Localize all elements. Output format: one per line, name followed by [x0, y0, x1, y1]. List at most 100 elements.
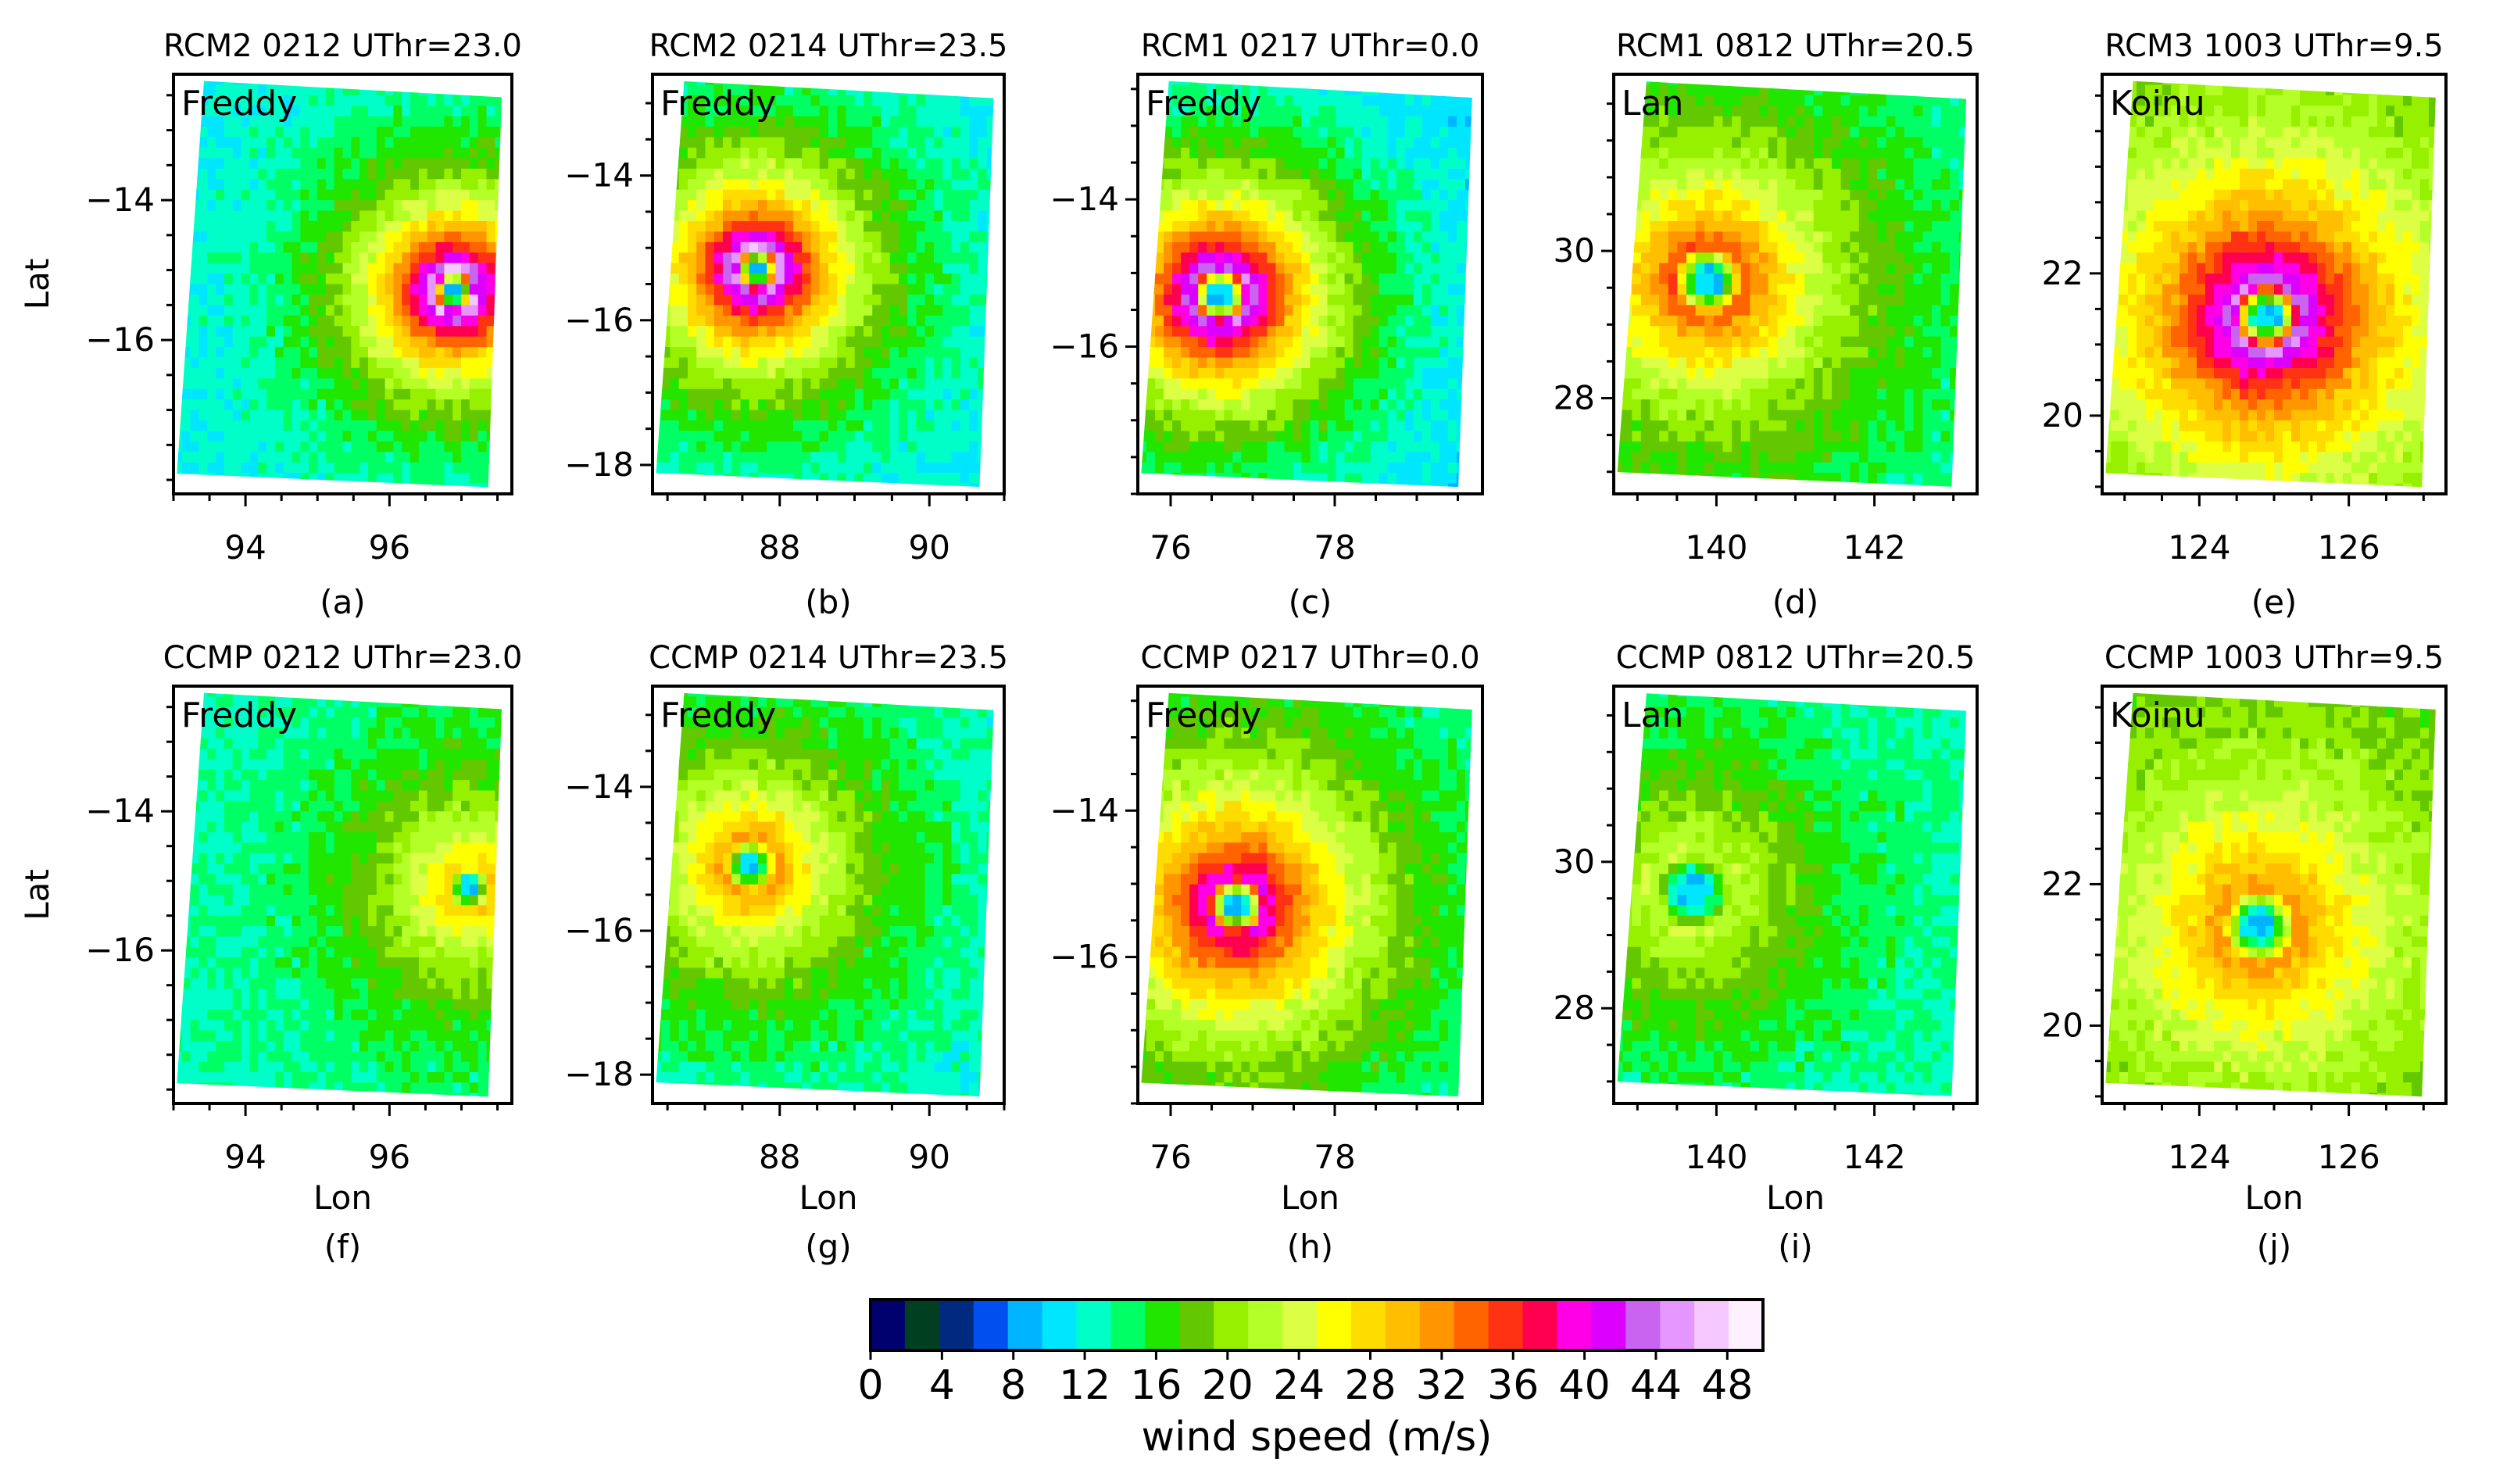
wind-cell	[942, 294, 953, 306]
wind-cell	[266, 252, 276, 264]
wind-cell	[696, 326, 706, 338]
wind-cell	[1275, 95, 1286, 106]
wind-cell	[767, 95, 777, 106]
wind-cell	[1172, 147, 1182, 159]
wind-cell	[661, 347, 671, 359]
wind-cell	[1353, 274, 1363, 285]
wind-cell	[266, 399, 276, 411]
wind-cell	[232, 420, 242, 432]
wind-cell	[1241, 105, 1250, 117]
wind-cell	[864, 274, 873, 285]
wind-cell	[775, 95, 785, 106]
wind-cell	[1379, 189, 1389, 201]
wind-cell	[427, 220, 437, 232]
wind-cell	[802, 473, 812, 485]
wind-cell	[758, 95, 767, 106]
wind-cell	[1344, 452, 1354, 463]
wind-cell	[705, 263, 715, 274]
wind-cell	[713, 399, 724, 411]
wind-cell	[889, 294, 899, 306]
wind-cell	[1189, 137, 1199, 148]
wind-cell	[1232, 462, 1242, 474]
wind-cell	[266, 378, 276, 390]
wind-cell	[317, 168, 327, 180]
wind-cell	[274, 399, 284, 411]
wind-cell	[951, 441, 961, 452]
wind-cell	[670, 220, 680, 232]
wind-cell	[1275, 347, 1286, 359]
wind-cell	[1336, 420, 1346, 432]
wind-cell	[477, 263, 488, 274]
wind-cell	[758, 116, 767, 127]
wind-cell	[802, 252, 812, 264]
wind-cell	[731, 315, 742, 327]
wind-cell	[1224, 284, 1233, 295]
wind-cell	[1293, 158, 1303, 170]
wind-cell	[435, 147, 445, 159]
wind-cell	[367, 284, 377, 295]
wind-cell	[223, 220, 234, 232]
wind-cell	[1370, 189, 1380, 201]
wind-cell	[384, 105, 395, 117]
wind-cell	[872, 252, 882, 264]
wind-cell	[427, 127, 437, 138]
wind-cell	[1275, 231, 1286, 243]
wind-cell	[1404, 431, 1414, 442]
wind-cell	[291, 388, 301, 400]
wind-cell	[274, 336, 284, 348]
wind-cell	[899, 127, 908, 138]
wind-cell	[402, 179, 411, 191]
wind-cell	[1430, 116, 1440, 127]
wind-cell	[810, 84, 821, 96]
wind-cell	[696, 452, 706, 463]
wind-cell	[317, 127, 327, 138]
wind-cell	[402, 274, 411, 285]
wind-cell	[986, 95, 994, 106]
wind-cell	[1353, 84, 1363, 96]
wind-cell	[1267, 95, 1277, 106]
wind-cell	[656, 452, 662, 463]
wind-cell	[688, 441, 697, 452]
wind-cell	[1379, 168, 1389, 180]
wind-cell	[384, 84, 395, 96]
wind-cell	[731, 220, 742, 232]
wind-cell	[846, 252, 856, 264]
wind-cell	[477, 84, 488, 96]
wind-cell	[1421, 105, 1432, 117]
wind-cell	[1387, 294, 1397, 306]
wind-cell	[1155, 315, 1164, 327]
wind-cell	[916, 147, 926, 159]
wind-cell	[1189, 367, 1199, 379]
wind-cell	[1224, 137, 1233, 148]
wind-cell	[731, 357, 742, 369]
wind-cell	[1622, 357, 1632, 369]
wind-cell	[1241, 189, 1250, 201]
wind-cell	[190, 127, 200, 138]
wind-cell	[986, 315, 994, 327]
wind-cell	[951, 127, 961, 138]
wind-cell	[713, 357, 724, 369]
wind-cell	[300, 80, 309, 86]
wind-cell	[477, 127, 488, 138]
wind-cell	[986, 357, 994, 369]
wind-cell	[705, 241, 715, 253]
wind-cell	[486, 210, 495, 222]
wind-cell	[828, 84, 838, 96]
wind-cell	[351, 105, 360, 117]
wind-cell	[435, 294, 445, 306]
wind-cell	[924, 274, 935, 285]
wind-cell	[1284, 420, 1294, 432]
wind-cell	[477, 116, 488, 127]
wind-cell	[1336, 252, 1346, 264]
wind-cell	[907, 231, 917, 243]
wind-cell	[181, 147, 191, 159]
wind-cell	[749, 84, 759, 96]
wind-cell	[942, 95, 953, 106]
wind-cell	[1396, 158, 1406, 170]
wind-cell	[1370, 357, 1380, 369]
wind-cell	[435, 326, 445, 338]
wind-cell	[846, 105, 856, 117]
wind-cell	[376, 367, 386, 379]
wind-cell	[216, 431, 225, 442]
wind-cell	[916, 378, 926, 390]
